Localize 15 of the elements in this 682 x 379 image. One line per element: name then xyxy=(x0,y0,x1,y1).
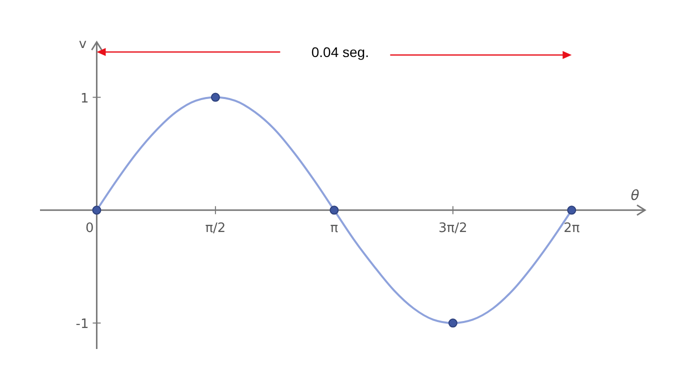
y-axis-title: v xyxy=(78,37,87,52)
annotation: 0.04 seg. xyxy=(311,44,369,60)
x-tick-label: π/2 xyxy=(205,221,226,236)
x-tick-label: 2π xyxy=(564,221,580,236)
x-tick-label: 0 xyxy=(85,221,94,236)
point xyxy=(92,206,102,215)
y-tick-label: -1 xyxy=(76,317,89,332)
point xyxy=(330,206,339,215)
point xyxy=(448,318,458,328)
x-tick-label: 3π/2 xyxy=(438,221,468,236)
x-axis-title: θ xyxy=(630,188,640,204)
point xyxy=(567,206,576,215)
y-tick-label: 1 xyxy=(80,91,89,106)
x-tick-label: π xyxy=(330,221,338,236)
point xyxy=(210,92,220,102)
